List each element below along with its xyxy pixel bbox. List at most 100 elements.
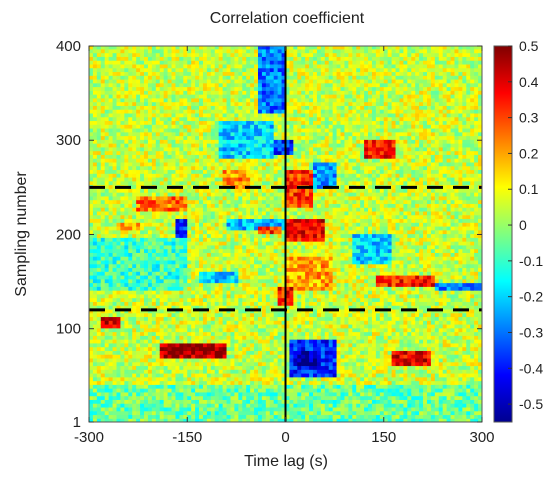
heatmap-cell	[234, 154, 239, 159]
heatmap-cell	[175, 388, 180, 393]
heatmap-cell	[218, 169, 224, 174]
heatmap-cell	[147, 305, 153, 310]
heatmap-cell	[222, 357, 228, 363]
heatmap-cell	[171, 139, 177, 144]
heatmap-cell	[136, 225, 141, 231]
heatmap-cell	[265, 361, 271, 367]
heatmap-cell	[257, 282, 263, 287]
heatmap-cell	[261, 109, 267, 114]
heatmap-cell	[246, 112, 251, 118]
heatmap-cell	[187, 323, 192, 329]
heatmap-cell	[206, 305, 212, 310]
heatmap-cell	[124, 105, 129, 110]
heatmap-cell	[171, 112, 177, 118]
heatmap-cell	[155, 259, 161, 265]
heatmap-cell	[199, 176, 204, 182]
heatmap-cell	[155, 263, 161, 269]
heatmap-cell	[112, 271, 118, 276]
heatmap-cell	[214, 203, 220, 208]
heatmap-cell	[230, 274, 236, 280]
heatmap-cell	[175, 267, 180, 272]
heatmap-cell	[179, 207, 184, 212]
heatmap-cell	[175, 97, 180, 103]
heatmap-cell	[250, 244, 255, 250]
heatmap-cell	[140, 229, 145, 235]
heatmap-cell	[116, 327, 122, 333]
heatmap-cell	[128, 71, 133, 76]
heatmap-cell	[175, 112, 180, 118]
heatmap-cell	[214, 391, 220, 397]
heatmap-cell	[147, 354, 153, 359]
heatmap-cell	[179, 229, 184, 235]
heatmap-cell	[214, 365, 220, 370]
heatmap-cell	[92, 271, 98, 276]
heatmap-cell	[147, 282, 153, 287]
heatmap-cell	[147, 316, 153, 321]
heatmap-cell	[269, 323, 275, 329]
heatmap-cell	[96, 301, 102, 306]
heatmap-cell	[281, 339, 287, 344]
heatmap-cell	[206, 380, 212, 385]
heatmap-cell	[140, 143, 145, 148]
heatmap-cell	[214, 116, 220, 122]
heatmap-cell	[226, 248, 232, 253]
heatmap-cell	[242, 161, 247, 167]
heatmap-cell	[206, 75, 212, 80]
heatmap-cell	[242, 290, 247, 295]
heatmap-cell	[191, 286, 196, 291]
heatmap-cell	[257, 116, 263, 122]
heatmap-cell	[179, 331, 184, 336]
heatmap-cell	[100, 229, 106, 235]
heatmap-cell	[147, 290, 153, 295]
heatmap-cell	[234, 161, 239, 167]
heatmap-cell	[163, 52, 169, 57]
heatmap-cell	[277, 135, 283, 140]
heatmap-cell	[108, 323, 114, 329]
heatmap-cell	[191, 52, 196, 57]
heatmap-cell	[210, 335, 216, 340]
heatmap-cell	[112, 308, 118, 314]
heatmap-cell	[144, 335, 149, 340]
heatmap-cell	[199, 271, 204, 276]
heatmap-cell	[183, 82, 188, 88]
heatmap-cell	[92, 339, 98, 344]
heatmap-cell	[128, 252, 133, 257]
heatmap-cell	[175, 78, 180, 84]
heatmap-cell	[171, 56, 177, 61]
heatmap-cell	[210, 210, 216, 216]
heatmap-cell	[226, 139, 232, 144]
heatmap-cell	[242, 225, 247, 231]
heatmap-cell	[234, 188, 239, 193]
heatmap-cell	[195, 274, 200, 280]
heatmap-cell	[199, 192, 204, 197]
heatmap-cell	[265, 342, 271, 348]
heatmap-cell	[265, 192, 271, 197]
heatmap-cell	[281, 169, 287, 174]
heatmap-cell	[257, 109, 263, 114]
heatmap-cell	[147, 229, 153, 235]
heatmap-cell	[144, 48, 149, 54]
heatmap-cell	[261, 173, 267, 178]
heatmap-cell	[277, 350, 283, 355]
heatmap-cell	[234, 60, 239, 65]
heatmap-cell	[187, 259, 192, 265]
heatmap-cell	[261, 97, 267, 103]
heatmap-cell	[116, 127, 122, 133]
heatmap-cell	[250, 357, 255, 363]
heatmap-cell	[120, 97, 125, 103]
heatmap-cell	[140, 146, 145, 152]
heatmap-cell	[144, 203, 149, 208]
heatmap-cell	[136, 90, 141, 95]
heatmap-cell	[210, 263, 216, 269]
heatmap-cell	[124, 320, 129, 325]
heatmap-cell	[265, 248, 271, 253]
heatmap-cell	[128, 372, 133, 378]
heatmap-cell	[163, 139, 169, 144]
heatmap-cell	[206, 207, 212, 212]
heatmap-cell	[250, 354, 255, 359]
heatmap-cell	[147, 109, 153, 114]
heatmap-cell	[222, 78, 228, 84]
heatmap-cell	[96, 395, 102, 400]
heatmap-cell	[218, 271, 224, 276]
heatmap-cell	[238, 256, 243, 261]
